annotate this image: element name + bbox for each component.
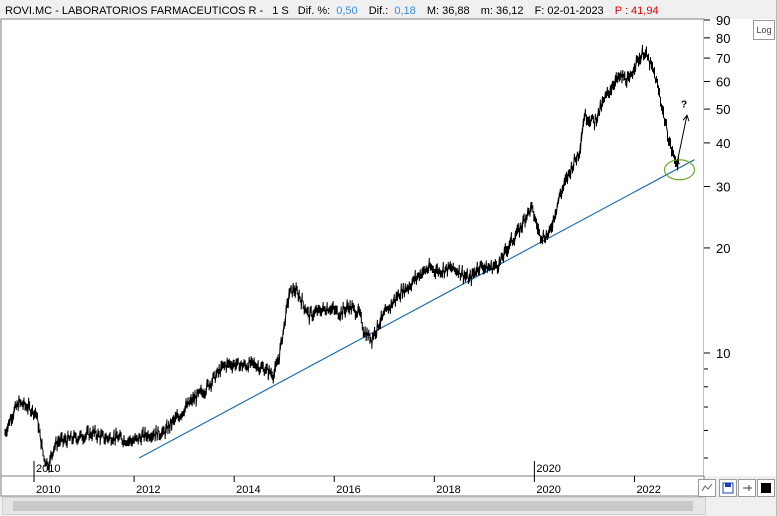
min-label: m: 36,12 xyxy=(481,5,524,17)
y-tick-label: 40 xyxy=(716,136,730,151)
arrow-head xyxy=(682,114,690,122)
scroll-thumb[interactable] xyxy=(13,501,693,511)
inner-year-label: 2020 xyxy=(536,463,560,475)
y-tick-label: 90 xyxy=(716,13,730,28)
annotation-layer: ? xyxy=(663,99,696,181)
dif-label: Dif.: xyxy=(369,5,389,17)
price-line xyxy=(4,44,680,473)
y-tick-label: 30 xyxy=(716,179,730,194)
y-tick-label: 20 xyxy=(716,241,730,256)
x-tick-label: 2016 xyxy=(336,484,360,496)
ticker-label: ROVI.MC - LABORATORIOS FARMACEUTICOS R - xyxy=(5,5,263,17)
dif-pct-value: 0,50 xyxy=(336,5,357,17)
series-layer xyxy=(4,44,695,473)
plot-area xyxy=(0,18,705,477)
x-tick-label: 2022 xyxy=(636,484,660,496)
x-tick-label: 2020 xyxy=(536,484,560,496)
x-tick-label: 2010 xyxy=(36,484,60,496)
x-tick-label: 2014 xyxy=(236,484,260,496)
trend-line xyxy=(138,159,695,459)
color-swatch-icon[interactable] xyxy=(757,479,775,497)
save-icon[interactable] xyxy=(719,479,737,497)
dif-value: 0,18 xyxy=(394,5,415,17)
log-scale-button[interactable]: Log xyxy=(753,20,775,40)
y-axis-strip xyxy=(704,19,776,476)
y-tick-label: 10 xyxy=(716,346,730,361)
pin-icon[interactable] xyxy=(738,479,756,497)
y-tick-label: 70 xyxy=(716,51,730,66)
price-label: P : 41,94 xyxy=(615,5,659,17)
horizontal-scrollbar[interactable] xyxy=(2,497,706,515)
dif-pct-label: Dif. %: xyxy=(298,5,330,17)
forecast-arrow xyxy=(676,115,688,164)
date-label: F: 02-01-2023 xyxy=(535,5,604,17)
zoom-fit-icon[interactable] xyxy=(698,479,716,497)
y-tick-label: 50 xyxy=(716,102,730,117)
x-tick-label: 2018 xyxy=(436,484,460,496)
y-tick-label: 80 xyxy=(716,31,730,46)
question-mark-label: ? xyxy=(681,99,687,110)
y-axis: 10 20 30 40 50 60 70 80 90 xyxy=(704,13,730,459)
timeframe-label: 1 S xyxy=(272,5,289,17)
header-text: ROVI.MC - LABORATORIOS FARMACEUTICOS R -… xyxy=(5,5,659,17)
highlight-circle xyxy=(663,159,696,181)
x-tick-label: 2012 xyxy=(136,484,160,496)
x-axis: 2010 2012 2014 2016 2018 2020 2022 xyxy=(33,476,661,496)
max-label: M: 36,88 xyxy=(427,5,470,17)
y-tick-label: 60 xyxy=(716,74,730,89)
